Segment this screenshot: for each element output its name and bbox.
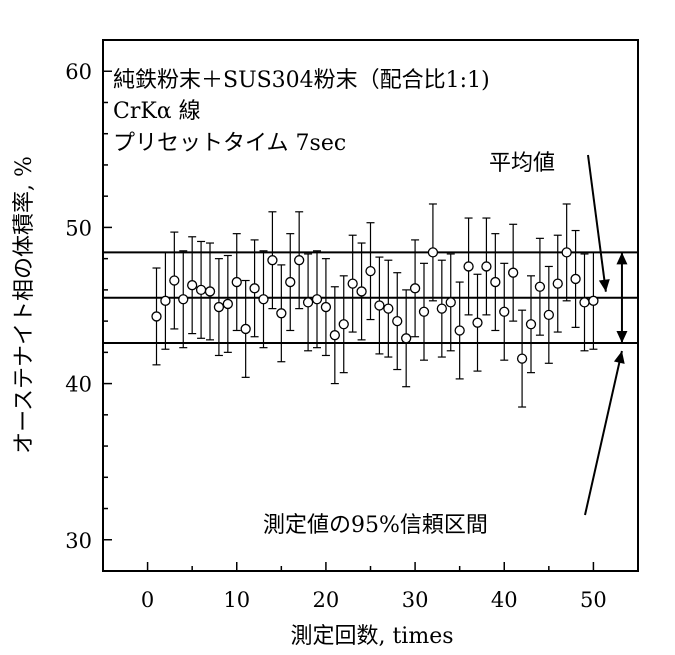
x-axis-title: 測定回数, times — [290, 624, 453, 649]
x-tick-label: 0 — [141, 588, 154, 612]
y-axis-title: オーステナイト相の体積率, % — [12, 156, 37, 454]
ci-arrow-head — [613, 350, 625, 364]
data-point — [320, 301, 332, 313]
y-tick-label: 60 — [65, 60, 92, 84]
data-point — [463, 261, 474, 272]
data-point — [276, 308, 287, 319]
ci-annotation-label: 測定値の95%信頼区間 — [263, 513, 488, 538]
chart-title-line-3: プリセットタイム 7sec — [113, 131, 346, 156]
y-tick-label: 30 — [65, 529, 92, 553]
x-tick-label: 10 — [223, 588, 250, 612]
data-point — [169, 275, 180, 286]
x-tick-label: 30 — [402, 588, 429, 612]
data-point — [516, 353, 528, 364]
ci-double-arrow-head-top — [616, 252, 628, 265]
x-tick-label: 20 — [313, 588, 340, 612]
data-point — [401, 333, 412, 344]
data-point — [445, 297, 456, 308]
data-point — [427, 247, 439, 258]
mean-arrow — [587, 154, 607, 292]
data-point — [240, 323, 251, 335]
mean-arrow-head — [598, 279, 610, 292]
data-point — [329, 330, 340, 341]
ci-arrow — [584, 350, 623, 516]
data-point — [472, 317, 483, 328]
data-point — [561, 247, 572, 258]
y-axis-ticks: 30 40 50 60 — [65, 60, 112, 553]
data-point — [490, 276, 501, 288]
x-axis-ticks: 0 10 20 30 40 50 — [102, 562, 639, 612]
chart-title-line-2: CrKα 線 — [113, 99, 201, 124]
data-point — [213, 301, 225, 313]
data-point — [285, 276, 296, 288]
data-point — [160, 295, 171, 306]
data-point — [338, 319, 349, 330]
data-point — [356, 286, 367, 297]
data-point — [204, 286, 216, 297]
data-point — [508, 267, 519, 278]
data-point — [311, 294, 323, 305]
data-points — [151, 247, 599, 364]
data-point — [543, 309, 554, 321]
data-point — [187, 280, 198, 291]
data-point — [374, 300, 385, 311]
data-point — [534, 281, 546, 292]
data-point — [347, 278, 358, 289]
data-point — [454, 325, 465, 336]
ci-double-arrow-head-bottom — [616, 330, 628, 343]
data-point — [481, 261, 492, 272]
data-point — [195, 284, 207, 296]
data-point — [267, 255, 278, 266]
data-point — [588, 295, 599, 306]
data-point — [294, 255, 305, 266]
data-point — [178, 294, 189, 305]
data-point — [258, 294, 269, 305]
data-point — [302, 297, 314, 308]
x-tick-label: 40 — [491, 588, 518, 612]
mean-annotation-label: 平均値 — [489, 151, 555, 176]
data-point — [499, 306, 510, 317]
y-tick-label: 40 — [65, 373, 92, 397]
data-point — [436, 303, 447, 314]
data-point — [552, 278, 563, 289]
data-point — [579, 297, 590, 308]
chart-title-line-1: 純鉄粉末＋SUS304粉末（配合比1:1) — [113, 68, 490, 93]
data-point — [365, 265, 376, 277]
data-point — [383, 303, 394, 314]
data-point — [231, 276, 242, 288]
data-point — [249, 283, 260, 294]
data-point — [151, 311, 162, 322]
data-point — [525, 319, 537, 330]
x-tick-label: 50 — [580, 588, 607, 612]
data-point — [570, 273, 581, 285]
data-point — [418, 306, 430, 317]
data-point — [392, 315, 403, 327]
data-point — [222, 298, 233, 310]
data-point — [409, 283, 421, 294]
annotation-arrows — [584, 154, 628, 516]
y-tick-label: 50 — [65, 216, 92, 240]
